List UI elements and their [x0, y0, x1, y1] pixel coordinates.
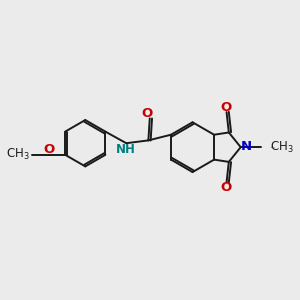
Text: N: N	[241, 140, 252, 153]
Text: O: O	[220, 101, 232, 114]
Text: NH: NH	[116, 143, 136, 156]
Text: CH$_3$: CH$_3$	[270, 140, 294, 155]
Text: CH$_3$: CH$_3$	[6, 147, 29, 162]
Text: O: O	[44, 143, 55, 156]
Text: methyl: methyl	[271, 146, 276, 148]
Text: O: O	[141, 107, 153, 120]
Text: O: O	[220, 181, 232, 194]
